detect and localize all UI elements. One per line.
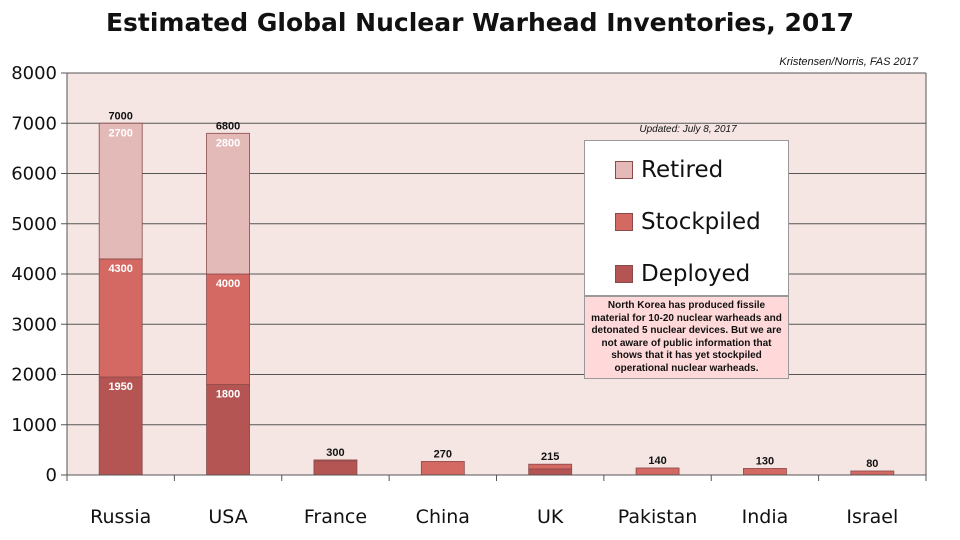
bar-stockpiled-india [743, 468, 787, 476]
bar-deployed-france [313, 460, 358, 476]
y-tick-label: 8000 [11, 63, 57, 84]
segment-label: 4000 [216, 278, 240, 290]
legend: Retired Stockpiled Deployed [584, 140, 789, 296]
x-tick-label-france: France [304, 506, 367, 528]
x-tick-label-russia: Russia [90, 506, 151, 528]
bar-labels: 1950 4300 2700 7000 1800 4000 2800 6800 300 270 21… [108, 110, 878, 470]
bar-deployed-russia [98, 376, 143, 476]
y-tick-label: 3000 [11, 314, 57, 335]
legend-swatch-stockpiled [615, 213, 633, 231]
total-label-france: 300 [326, 447, 344, 459]
x-tick-label-china: China [416, 506, 470, 528]
bar-stockpiled-france [313, 459, 358, 462]
segment-label: 2700 [108, 127, 132, 139]
total-label-china: 270 [434, 448, 452, 460]
y-tick-label: 7000 [11, 113, 57, 134]
total-label-pakistan: 140 [648, 455, 666, 467]
source-credit: Kristensen/Norris, FAS 2017 [779, 56, 918, 68]
bar-stockpiled-israel [850, 470, 895, 476]
total-label-usa: 6800 [216, 120, 240, 132]
segment-label: 1950 [108, 381, 132, 393]
bar-retired-russia [98, 122, 143, 260]
bar-retired-usa [206, 132, 250, 275]
legend-item-stockpiled: Stockpiled [615, 207, 761, 237]
segment-label: 1800 [216, 389, 240, 401]
axes: 0 1000 2000 3000 4000 5000 6000 7000 8000 Russia U… [11, 63, 927, 528]
legend-swatch-deployed [615, 265, 633, 283]
total-label-uk: 215 [541, 451, 559, 463]
x-tick-label-israel: Israel [846, 506, 898, 528]
bar-deployed-usa [206, 384, 250, 476]
x-tick-label-usa: USA [208, 506, 247, 528]
x-tick-label-uk: UK [537, 506, 564, 528]
segment-label: 4300 [108, 263, 132, 275]
bars [98, 122, 895, 476]
bar-stockpiled-usa [206, 273, 250, 385]
bar-stockpiled-pakistan [635, 467, 680, 476]
y-tick-label: 6000 [11, 164, 57, 185]
legend-label-retired: Retired [641, 157, 724, 183]
legend-label-deployed: Deployed [641, 261, 751, 287]
y-tick-label: 1000 [11, 415, 57, 436]
y-tick-label: 4000 [11, 264, 57, 285]
chart-title: Estimated Global Nuclear Warhead Invento… [105, 8, 855, 37]
y-tick-label: 0 [46, 465, 57, 486]
legend-swatch-retired [615, 161, 633, 179]
bar-stockpiled-uk [528, 463, 573, 470]
bar-stockpiled-china [420, 461, 465, 476]
x-tick-label-india: India [742, 506, 789, 528]
total-label-russia: 7000 [108, 110, 132, 122]
north-korea-annotation: North Korea has produced fissile materia… [584, 296, 789, 379]
bar-stockpiled-russia [98, 258, 143, 378]
segment-label: 2800 [216, 137, 240, 149]
updated-date: Updated: July 8, 2017 [639, 124, 737, 135]
legend-item-retired: Retired [615, 155, 723, 185]
bar-deployed-uk [528, 468, 573, 476]
plot-area [67, 72, 926, 476]
x-tick-label-pakistan: Pakistan [618, 506, 698, 528]
total-label-india: 130 [756, 455, 774, 467]
legend-label-stockpiled: Stockpiled [641, 209, 761, 235]
legend-item-deployed: Deployed [615, 259, 750, 289]
total-label-israel: 80 [866, 458, 878, 470]
y-tick-label: 5000 [11, 214, 57, 235]
y-tick-label: 2000 [11, 365, 57, 386]
